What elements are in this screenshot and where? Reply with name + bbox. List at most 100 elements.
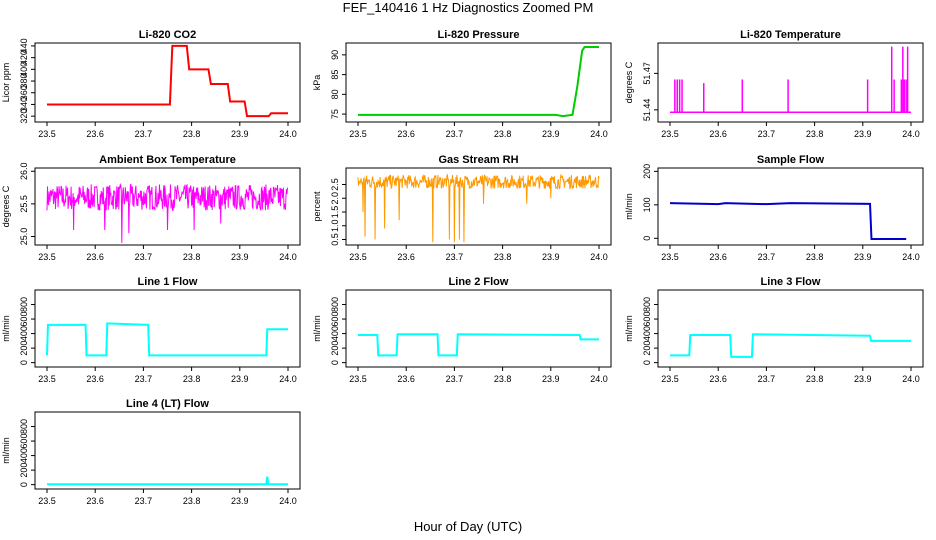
x-tick-label: 23.8 xyxy=(806,252,824,262)
x-tick-label: 23.9 xyxy=(231,252,249,262)
y-axis-label: kPa xyxy=(312,75,322,91)
x-tick-label: 23.7 xyxy=(446,129,464,139)
y-tick-label: 200 xyxy=(642,341,652,356)
x-tick-label: 23.8 xyxy=(183,129,201,139)
y-axis-label: ml/min xyxy=(624,193,634,220)
series-line xyxy=(46,182,289,244)
x-tick-label: 23.9 xyxy=(854,252,872,262)
panel-title: Li-820 CO2 xyxy=(139,29,196,41)
x-tick-label: 23.8 xyxy=(494,374,512,384)
figure-title: FEF_140416 1 Hz Diagnostics Zoomed PM xyxy=(343,0,594,15)
x-tick-label: 23.8 xyxy=(494,129,512,139)
plot-frame xyxy=(657,289,924,368)
y-tick-label: 420 xyxy=(19,50,29,65)
y-tick-label: 400 xyxy=(19,62,29,77)
x-tick-label: 23.8 xyxy=(183,496,201,506)
y-axis-label: degrees C xyxy=(1,185,11,227)
y-tick-label: 1.5 xyxy=(330,206,340,219)
series-line xyxy=(357,173,600,243)
plot-frame xyxy=(345,42,612,123)
y-tick-label: 200 xyxy=(330,341,340,356)
x-tick-label: 24.0 xyxy=(279,374,297,384)
series-line xyxy=(358,45,599,118)
panel-title: Line 1 Flow xyxy=(138,276,198,288)
y-tick-label: 25.5 xyxy=(19,195,29,213)
x-tick-label: 23.7 xyxy=(758,252,776,262)
y-axis-label: ml/min xyxy=(1,315,11,342)
panel-title: Sample Flow xyxy=(757,154,825,166)
x-tick-label: 23.7 xyxy=(758,129,776,139)
y-tick-label: 1.0 xyxy=(330,219,340,232)
y-tick-label: 320 xyxy=(19,109,29,124)
panel-line1: Line 1 Flow ml/min 23.5 23.6 23.7 23.8 23.9 24.… xyxy=(1,276,301,384)
x-tick-label: 23.6 xyxy=(397,129,415,139)
x-tick-label: 23.6 xyxy=(86,374,104,384)
plot-frame xyxy=(657,42,924,123)
y-tick-label: 2.5 xyxy=(330,178,340,191)
y-tick-label: 26.0 xyxy=(19,162,29,180)
y-tick-label: 600 xyxy=(19,312,29,327)
x-tick-label: 23.6 xyxy=(709,252,727,262)
plot-frame xyxy=(345,167,612,246)
x-tick-label: 24.0 xyxy=(902,129,920,139)
x-tick-label: 23.8 xyxy=(183,252,201,262)
x-tick-label: 23.5 xyxy=(349,374,367,384)
y-tick-label: 100 xyxy=(642,197,652,212)
x-tick-label: 23.9 xyxy=(542,374,560,384)
panel-ambient: Ambient Box Temperature degrees C 23.5 23.6… xyxy=(1,154,301,262)
x-tick-label: 23.6 xyxy=(86,129,104,139)
y-tick-label: 0 xyxy=(19,360,29,365)
panel-pressure: Li-820 Pressure kPa 23.5 23.6 23.7 23.8 23.9 24… xyxy=(312,29,612,139)
y-tick-label: 400 xyxy=(19,448,29,463)
x-tick-label: 23.8 xyxy=(806,129,824,139)
x-tick-label: 23.9 xyxy=(542,129,560,139)
y-tick-label: 800 xyxy=(330,297,340,312)
panel-title: Li-820 Pressure xyxy=(438,29,520,41)
y-axis-label: ml/min xyxy=(312,315,322,342)
x-tick-label: 24.0 xyxy=(590,252,608,262)
x-tick-label: 23.5 xyxy=(38,374,56,384)
x-tick-label: 23.5 xyxy=(38,496,56,506)
plot-frame xyxy=(34,411,301,490)
y-tick-label: 400 xyxy=(19,326,29,341)
x-tick-label: 23.7 xyxy=(135,496,153,506)
panel-sample: Sample Flow ml/min 23.5 23.6 23.7 23.8 23.9 24.… xyxy=(624,154,924,262)
y-tick-label: 90 xyxy=(330,50,340,60)
y-axis-label: degrees C xyxy=(624,61,634,103)
y-tick-label: 340 xyxy=(19,97,29,112)
panel-title: Line 4 (LT) Flow xyxy=(126,398,209,410)
y-axis-label: ml/min xyxy=(1,437,11,464)
y-tick-label: 800 xyxy=(19,419,29,434)
x-tick-label: 23.5 xyxy=(661,129,679,139)
y-tick-label: 600 xyxy=(19,434,29,449)
x-tick-label: 23.8 xyxy=(183,374,201,384)
x-tick-label: 24.0 xyxy=(590,129,608,139)
x-tick-label: 24.0 xyxy=(279,129,297,139)
y-tick-label: 51.44 xyxy=(642,99,652,122)
y-tick-label: 85 xyxy=(330,70,340,80)
panels-group: Li-820 CO2 Licor ppm 23.5 23.6 23.7 23.8 23.9 2… xyxy=(1,29,924,506)
panel-title: Line 3 Flow xyxy=(761,276,821,288)
plot-frame xyxy=(657,167,924,246)
y-tick-label: 600 xyxy=(642,312,652,327)
series-line xyxy=(47,44,288,118)
y-tick-label: 400 xyxy=(330,326,340,341)
series-line xyxy=(46,322,288,357)
x-tick-label: 23.6 xyxy=(397,374,415,384)
x-tick-label: 23.9 xyxy=(231,496,249,506)
y-tick-label: 400 xyxy=(642,326,652,341)
panel-title: Ambient Box Temperature xyxy=(99,154,236,166)
y-tick-label: 0.5 xyxy=(330,233,340,246)
x-tick-label: 23.7 xyxy=(446,374,464,384)
x-tick-label: 23.6 xyxy=(709,374,727,384)
x-tick-label: 23.9 xyxy=(854,374,872,384)
panel-temp: Li-820 Temperature degrees C 23.5 23.6 23.7 2… xyxy=(624,29,924,139)
x-tick-label: 24.0 xyxy=(279,252,297,262)
x-tick-label: 24.0 xyxy=(902,374,920,384)
series-line xyxy=(47,476,288,486)
x-tick-label: 23.5 xyxy=(38,129,56,139)
series-line xyxy=(670,333,911,358)
panel-rh: Gas Stream RH percent 23.5 23.6 23.7 23.8 23.9… xyxy=(312,154,612,262)
plot-frame xyxy=(34,42,301,123)
figure-xlabel: Hour of Day (UTC) xyxy=(414,519,522,534)
